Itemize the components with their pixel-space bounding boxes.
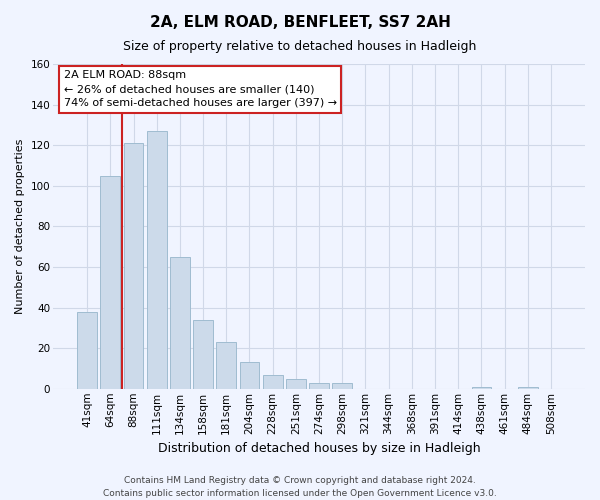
- Bar: [193, 320, 213, 389]
- Y-axis label: Number of detached properties: Number of detached properties: [15, 138, 25, 314]
- Bar: [472, 386, 491, 389]
- Bar: [170, 257, 190, 389]
- Text: Contains HM Land Registry data © Crown copyright and database right 2024.
Contai: Contains HM Land Registry data © Crown c…: [103, 476, 497, 498]
- Bar: [518, 386, 538, 389]
- Bar: [124, 143, 143, 389]
- X-axis label: Distribution of detached houses by size in Hadleigh: Distribution of detached houses by size …: [158, 442, 481, 455]
- Bar: [147, 131, 167, 389]
- Bar: [77, 312, 97, 389]
- Bar: [332, 382, 352, 389]
- Bar: [217, 342, 236, 389]
- Text: 2A, ELM ROAD, BENFLEET, SS7 2AH: 2A, ELM ROAD, BENFLEET, SS7 2AH: [149, 15, 451, 30]
- Bar: [286, 378, 306, 389]
- Bar: [239, 362, 259, 389]
- Text: Size of property relative to detached houses in Hadleigh: Size of property relative to detached ho…: [124, 40, 476, 53]
- Bar: [263, 374, 283, 389]
- Text: 2A ELM ROAD: 88sqm
← 26% of detached houses are smaller (140)
74% of semi-detach: 2A ELM ROAD: 88sqm ← 26% of detached hou…: [64, 70, 337, 108]
- Bar: [100, 176, 120, 389]
- Bar: [309, 382, 329, 389]
